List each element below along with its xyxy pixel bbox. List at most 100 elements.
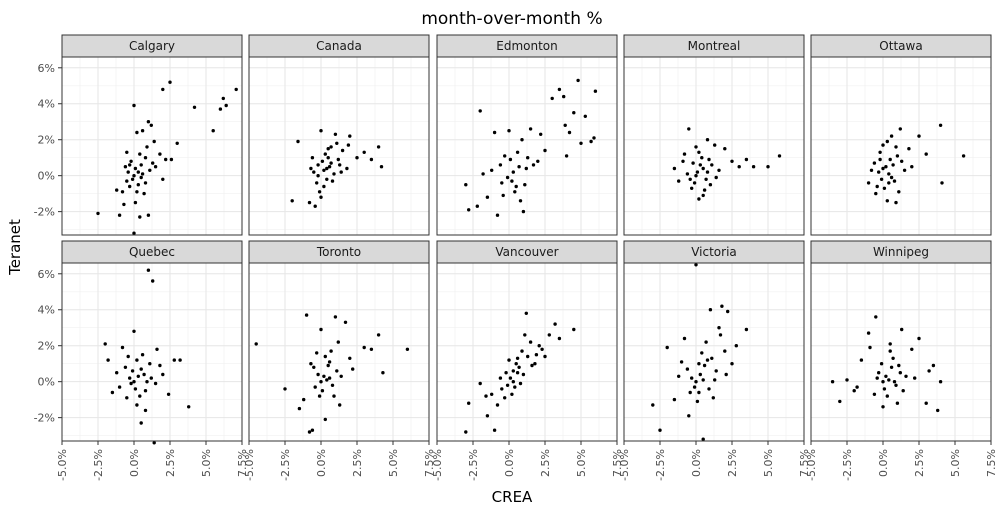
data-point bbox=[714, 175, 718, 180]
data-point bbox=[322, 168, 326, 172]
data-point bbox=[887, 378, 891, 382]
data-point bbox=[868, 345, 872, 350]
data-point bbox=[329, 349, 333, 353]
data-point bbox=[510, 392, 514, 396]
data-point bbox=[503, 396, 507, 400]
data-point bbox=[135, 130, 139, 135]
data-point bbox=[153, 381, 158, 386]
data-point bbox=[106, 358, 110, 362]
data-point bbox=[376, 145, 381, 149]
data-point bbox=[543, 148, 547, 153]
data-point bbox=[692, 181, 697, 185]
data-point bbox=[877, 371, 881, 375]
data-point bbox=[123, 365, 128, 369]
data-point bbox=[677, 374, 681, 378]
data-point bbox=[319, 129, 323, 133]
data-point bbox=[877, 170, 881, 174]
data-point bbox=[701, 166, 705, 171]
data-point bbox=[158, 363, 162, 368]
x-tick-label: 0.0% bbox=[503, 449, 516, 477]
data-point bbox=[152, 139, 156, 144]
data-point bbox=[500, 387, 504, 391]
data-point bbox=[852, 389, 856, 393]
data-point bbox=[553, 322, 557, 326]
data-point bbox=[405, 347, 410, 351]
data-point bbox=[115, 188, 119, 192]
data-point bbox=[345, 166, 349, 171]
data-point bbox=[126, 354, 130, 359]
data-point bbox=[707, 387, 711, 391]
data-point bbox=[907, 147, 911, 151]
facet-label-winnipeg: Winnipeg bbox=[873, 245, 929, 259]
data-point bbox=[901, 389, 905, 393]
data-point bbox=[117, 213, 122, 217]
data-point bbox=[296, 139, 300, 144]
data-point bbox=[936, 408, 940, 413]
data-point bbox=[694, 174, 698, 178]
data-point bbox=[492, 130, 497, 135]
data-point bbox=[381, 371, 385, 375]
data-point bbox=[697, 362, 701, 366]
x-tick-label: 0.0% bbox=[690, 449, 703, 477]
y-tick-label: 6% bbox=[38, 268, 55, 281]
data-point bbox=[355, 156, 359, 160]
data-point bbox=[690, 376, 694, 380]
data-point bbox=[523, 183, 527, 187]
x-tick-label: 5.0% bbox=[762, 449, 775, 477]
data-point bbox=[938, 380, 943, 384]
data-point bbox=[218, 107, 223, 111]
data-point bbox=[297, 406, 302, 411]
data-point bbox=[129, 159, 133, 163]
data-point bbox=[547, 333, 551, 337]
data-point bbox=[151, 279, 155, 283]
panel-border-victoria bbox=[623, 262, 805, 442]
data-point bbox=[881, 143, 885, 147]
data-point bbox=[485, 414, 490, 418]
facet-label-vancouver: Vancouver bbox=[495, 245, 558, 259]
data-point bbox=[710, 163, 714, 167]
data-point bbox=[139, 367, 143, 371]
data-point bbox=[766, 165, 770, 169]
data-point bbox=[125, 150, 129, 154]
data-point bbox=[898, 127, 902, 131]
data-point bbox=[885, 394, 889, 398]
data-point bbox=[332, 394, 336, 398]
data-point bbox=[705, 138, 710, 142]
y-tick-label: 2% bbox=[38, 134, 55, 147]
data-point bbox=[859, 358, 864, 362]
data-point bbox=[895, 401, 900, 405]
data-point bbox=[323, 354, 327, 359]
data-point bbox=[326, 147, 330, 151]
x-tick-label: -5.0% bbox=[56, 449, 69, 481]
data-point bbox=[898, 371, 902, 375]
data-point bbox=[316, 163, 320, 167]
data-point bbox=[691, 161, 695, 165]
data-point bbox=[307, 200, 312, 205]
x-tick-label: 5.0% bbox=[387, 449, 400, 477]
x-tick-label: 5.0% bbox=[200, 449, 213, 477]
data-point bbox=[327, 376, 332, 380]
data-point bbox=[315, 181, 319, 185]
data-point bbox=[313, 385, 317, 389]
data-point bbox=[888, 342, 892, 346]
data-point bbox=[309, 362, 313, 366]
data-point bbox=[329, 145, 333, 149]
data-point bbox=[166, 392, 171, 396]
data-point bbox=[924, 401, 928, 405]
data-point bbox=[132, 103, 136, 108]
y-tick-label: 0% bbox=[38, 376, 55, 389]
data-point bbox=[518, 199, 523, 203]
facet-edmonton: Edmonton bbox=[436, 34, 618, 236]
data-point bbox=[339, 374, 343, 378]
data-point bbox=[685, 367, 690, 371]
data-point bbox=[254, 342, 258, 346]
data-point bbox=[961, 154, 966, 158]
data-point bbox=[96, 211, 100, 216]
data-point bbox=[362, 345, 366, 350]
data-point bbox=[312, 170, 316, 174]
data-point bbox=[927, 369, 931, 373]
data-point bbox=[161, 372, 165, 377]
facet-canada: Canada bbox=[248, 34, 430, 236]
data-point bbox=[332, 172, 336, 176]
data-point bbox=[315, 351, 319, 355]
